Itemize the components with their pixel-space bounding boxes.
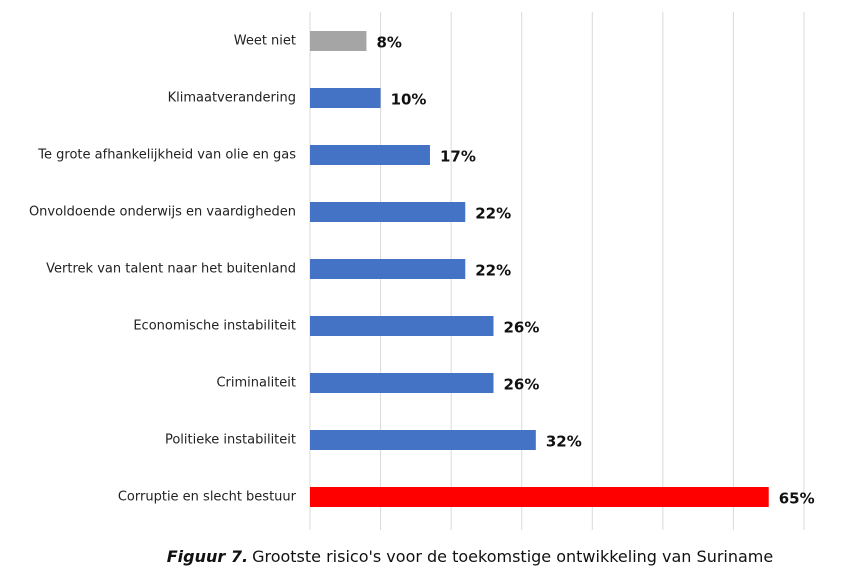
bar bbox=[310, 430, 536, 450]
caption: Figuur 7. Grootste risico's voor de toeko… bbox=[167, 547, 773, 566]
category-label: Corruptie en slecht bestuur bbox=[118, 490, 297, 505]
category-label: Vertrek van talent naar het buitenland bbox=[46, 262, 296, 277]
category-label: Politieke instabiliteit bbox=[165, 433, 296, 448]
value-label: 17% bbox=[440, 148, 476, 166]
category-label: Economische instabiliteit bbox=[133, 319, 296, 334]
bar bbox=[310, 487, 769, 507]
value-label: 22% bbox=[475, 205, 511, 223]
caption-label: Figuur 7. bbox=[167, 547, 248, 566]
caption-text: Grootste risico's voor de toekomstige on… bbox=[252, 547, 773, 566]
category-label: Onvoldoende onderwijs en vaardigheden bbox=[29, 205, 296, 220]
category-label: Klimaatverandering bbox=[168, 91, 296, 106]
bar bbox=[310, 259, 466, 279]
bar bbox=[310, 31, 367, 51]
bar bbox=[310, 88, 381, 108]
value-label: 22% bbox=[475, 262, 511, 280]
category-label: Te grote afhankelijkheid van olie en gas bbox=[37, 148, 296, 163]
category-label: Criminaliteit bbox=[216, 376, 296, 391]
value-label: 10% bbox=[391, 91, 427, 109]
bar bbox=[310, 145, 430, 165]
value-label: 26% bbox=[503, 376, 539, 394]
value-label: 26% bbox=[503, 319, 539, 337]
category-label: Weet niet bbox=[234, 34, 296, 49]
value-label: 65% bbox=[779, 490, 815, 508]
bar bbox=[310, 373, 494, 393]
value-label: 8% bbox=[376, 34, 401, 52]
bar bbox=[310, 202, 466, 222]
value-label: 32% bbox=[546, 433, 582, 451]
bar bbox=[310, 316, 494, 336]
